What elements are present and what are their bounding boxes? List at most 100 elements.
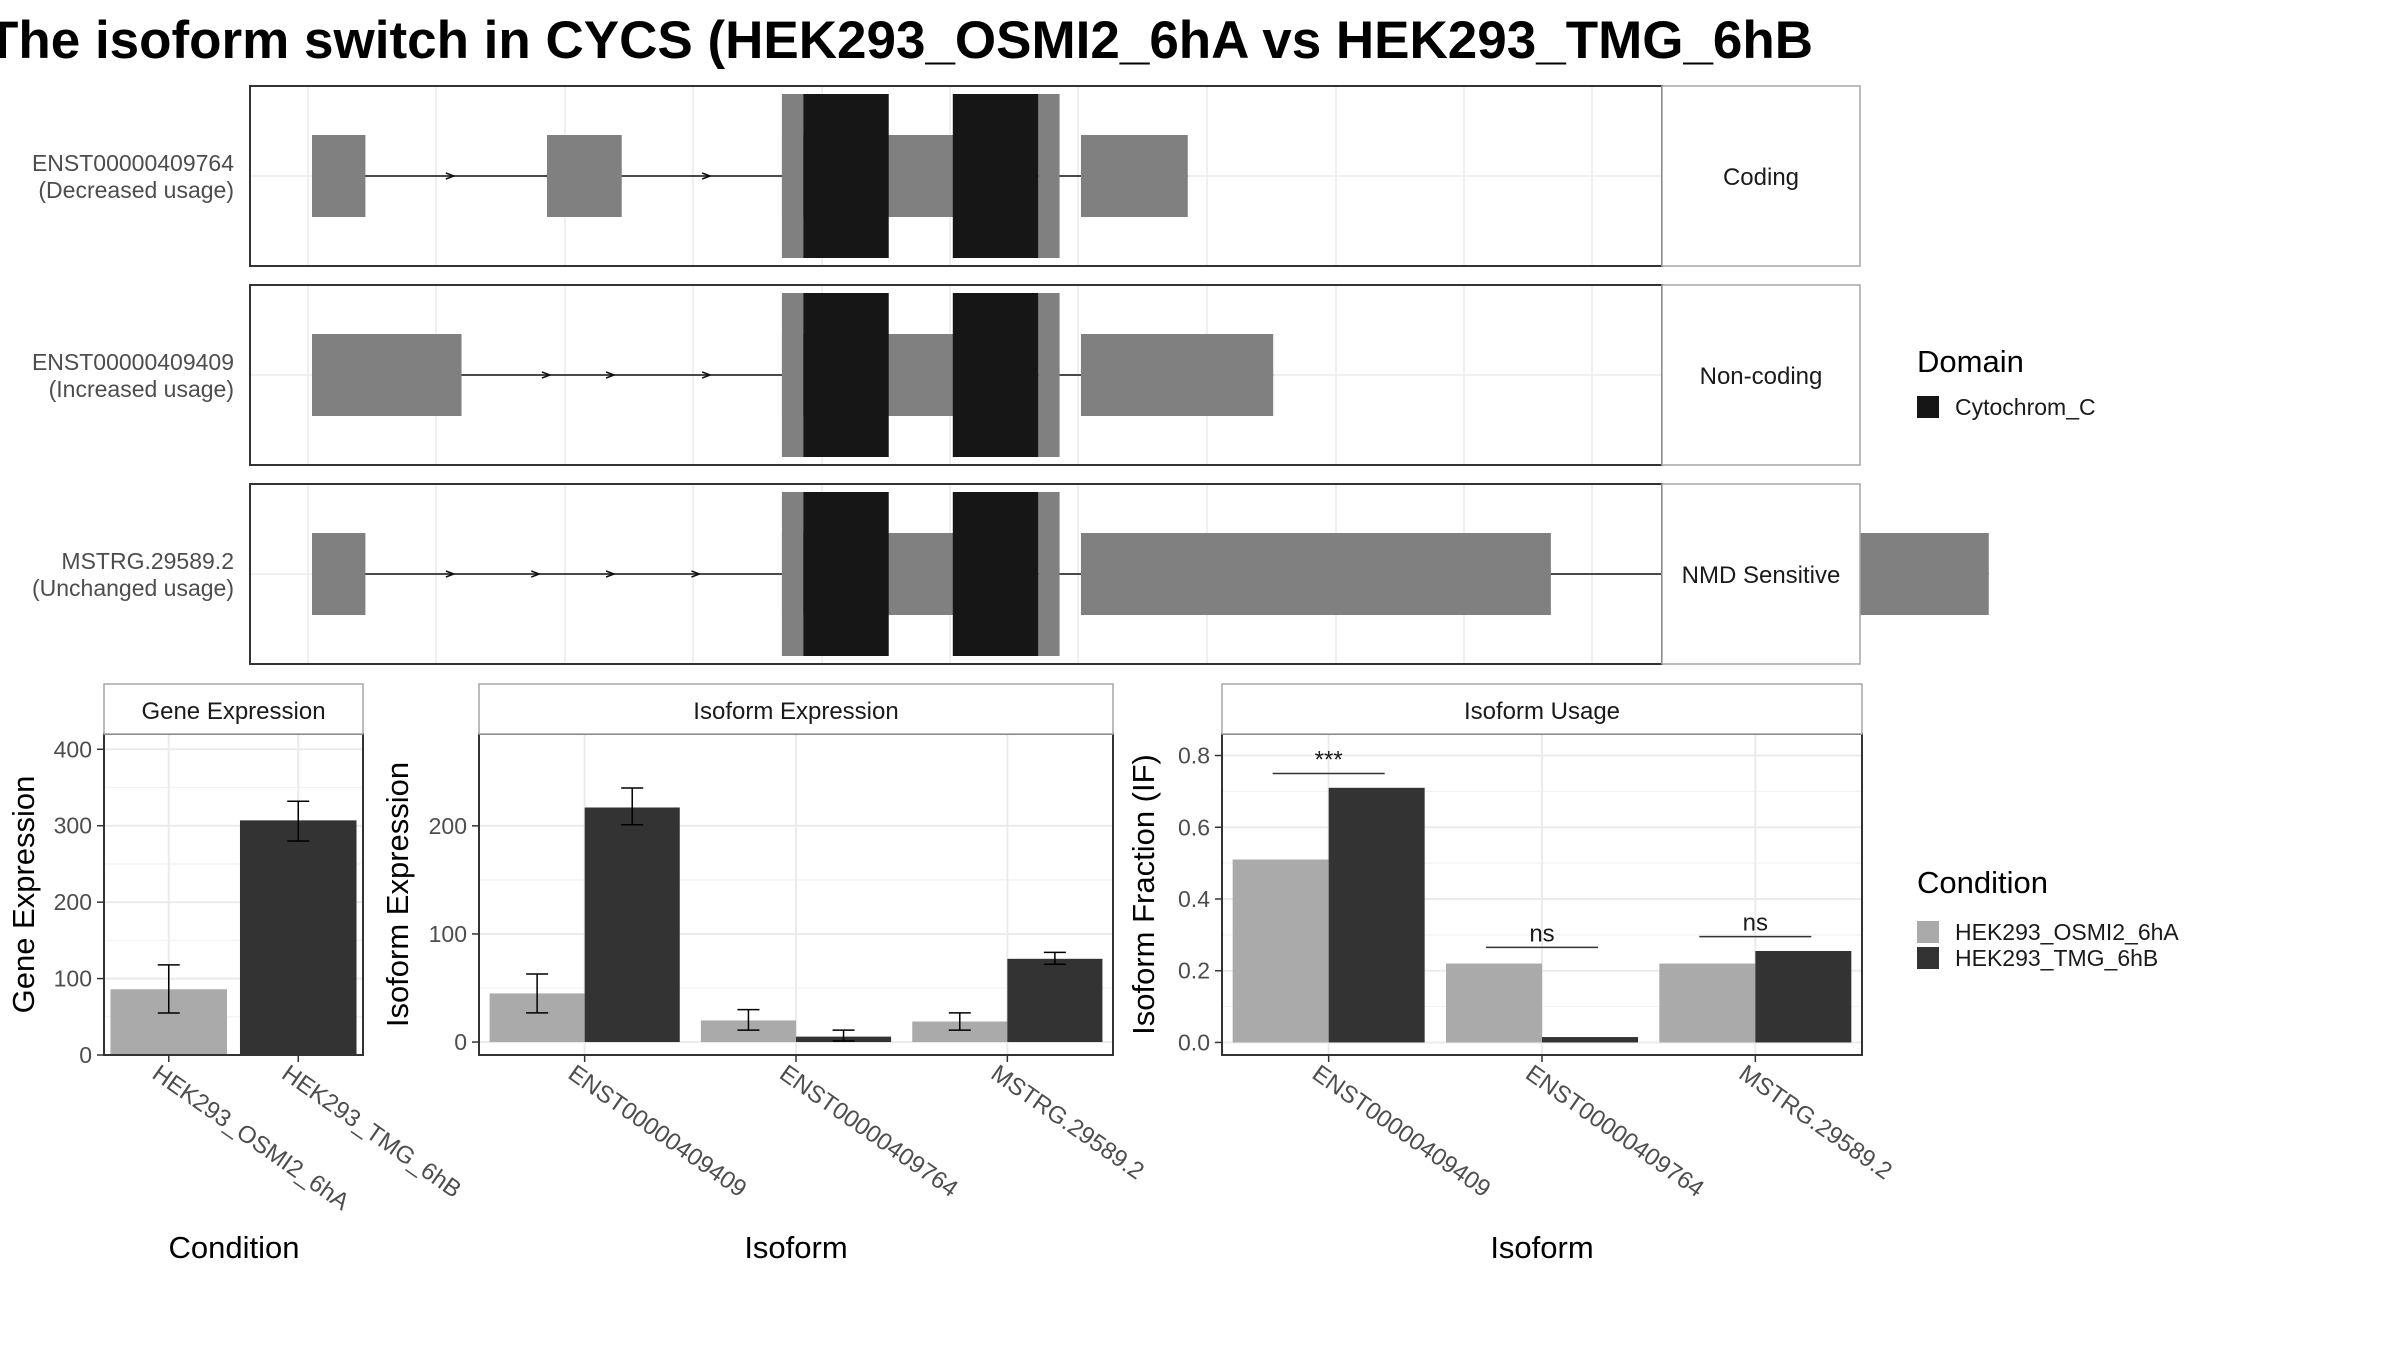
exon-block xyxy=(546,135,622,217)
transcript-class-strip xyxy=(1661,483,1861,665)
transcript-row: NMD Sensitive MSTRG.29589.2(Unchanged usa… xyxy=(32,483,1989,665)
error-bar xyxy=(737,1008,760,1031)
bar xyxy=(239,820,357,1055)
y-axis-title: Isoform Expression xyxy=(380,762,415,1027)
exon-block xyxy=(312,135,366,217)
transcript-structure-panel: Coding ENST00000409764(Decreased usage) No… xyxy=(32,85,1989,665)
legend-swatch-condition xyxy=(1917,947,1939,969)
transcript-class-strip xyxy=(1661,284,1861,466)
transcript-id-label: ENST00000409409 xyxy=(32,349,234,375)
bar xyxy=(1232,859,1329,1043)
y-tick-label: 0 xyxy=(79,1042,92,1068)
intron-direction-arrow xyxy=(445,172,456,180)
y-tick-label: 100 xyxy=(54,966,92,992)
domain-block xyxy=(952,492,1039,656)
bar xyxy=(1659,963,1756,1043)
panel-strip xyxy=(103,683,364,735)
domain-block xyxy=(952,94,1039,258)
panel-strip xyxy=(1221,683,1863,735)
x-tick-label: ENST00000409764 xyxy=(1521,1060,1709,1203)
domain-legend-title: Domain xyxy=(1917,344,2024,379)
panel-strip-title: Isoform Expression xyxy=(693,698,898,725)
transcript-usage-label: (Decreased usage) xyxy=(38,177,234,203)
intron-direction-arrow xyxy=(605,570,617,578)
y-tick-label: 0 xyxy=(454,1029,467,1055)
transcript-row: Non-coding ENST00000409409(Increased usag… xyxy=(32,284,1861,466)
bar xyxy=(1755,950,1852,1043)
exon-block xyxy=(1080,533,1551,615)
transcript-class-label: NMD Sensitive xyxy=(1682,562,1841,589)
x-tick-label: MSTRG.29589.2 xyxy=(986,1060,1149,1185)
exon-block xyxy=(1080,334,1274,416)
error-bar xyxy=(526,973,549,1014)
error-bar xyxy=(1043,951,1066,965)
y-tick-label: 0.2 xyxy=(1178,958,1210,984)
x-axis-title: Condition xyxy=(169,1230,300,1265)
x-tick-label: MSTRG.29589.2 xyxy=(1734,1060,1897,1185)
legend-label-domain: Cytochrom_C xyxy=(1955,394,2096,420)
cds-block xyxy=(781,492,804,656)
significance-label: *** xyxy=(1315,746,1343,773)
transcript-id-label: ENST00000409764 xyxy=(32,150,234,176)
transcript-class-strip xyxy=(1661,85,1861,267)
figure-title: The isoform switch in CYCS (HEK293_OSMI2… xyxy=(0,11,1813,70)
intron-direction-arrow xyxy=(701,172,713,180)
panel-strip xyxy=(478,683,1114,735)
cds-block xyxy=(1038,293,1060,457)
intron-direction-arrow xyxy=(531,570,542,578)
cds-block xyxy=(781,293,804,457)
legend-swatch-domain xyxy=(1917,396,1939,418)
cds-block xyxy=(1038,94,1060,258)
x-tick-label: ENST00000409409 xyxy=(1307,1060,1495,1203)
domain-block xyxy=(803,492,889,656)
x-tick-label: ENST00000409409 xyxy=(563,1060,751,1203)
bar-chart-panel: Isoform Expression 0 100 200 Isoform Express… xyxy=(380,683,1149,1265)
intron-direction-arrow xyxy=(691,570,702,578)
domain-block xyxy=(803,293,889,457)
bar xyxy=(584,807,680,1043)
significance-label: ns xyxy=(1529,920,1554,947)
bar xyxy=(1328,787,1425,1043)
transcript-class-label: Coding xyxy=(1723,164,1799,191)
y-axis-title: Isoform Fraction (IF) xyxy=(1126,754,1161,1035)
exon-block xyxy=(312,533,366,615)
panel-strip-title: Isoform Usage xyxy=(1464,698,1620,725)
y-tick-label: 0.4 xyxy=(1178,886,1210,912)
y-tick-label: 200 xyxy=(54,889,92,915)
bar xyxy=(1542,1037,1638,1043)
y-tick-label: 0.8 xyxy=(1178,743,1210,769)
legend-swatch-condition xyxy=(1917,921,1939,943)
x-axis-title: Isoform xyxy=(1490,1230,1593,1265)
cds-block xyxy=(1038,492,1060,656)
significance-label: ns xyxy=(1743,910,1768,937)
bar xyxy=(700,1020,796,1043)
transcript-usage-label: (Increased usage) xyxy=(49,376,234,402)
y-tick-label: 400 xyxy=(54,736,92,762)
y-tick-label: 0.0 xyxy=(1178,1029,1210,1055)
error-bar xyxy=(287,800,310,842)
bar xyxy=(1007,958,1103,1043)
intron-direction-arrow xyxy=(701,371,713,379)
transcript-usage-label: (Unchanged usage) xyxy=(32,575,234,601)
intron-direction-arrow xyxy=(541,371,553,379)
y-axis-title: Gene Expression xyxy=(6,776,41,1014)
intron-direction-arrow xyxy=(605,371,617,379)
cds-block xyxy=(781,94,804,258)
condition-legend-title: Condition xyxy=(1917,865,2048,900)
error-bar xyxy=(157,964,180,1014)
exon-block xyxy=(1080,135,1188,217)
bar xyxy=(912,1021,1008,1043)
legend-label-condition: HEK293_OSMI2_6hA xyxy=(1955,919,2179,945)
y-tick-label: 300 xyxy=(54,813,92,839)
x-tick-label: ENST00000409764 xyxy=(775,1060,963,1203)
y-tick-label: 0.6 xyxy=(1178,814,1210,840)
domain-legend: Domain Cytochrom_C xyxy=(1917,344,2096,420)
error-bar xyxy=(621,787,644,826)
error-bar xyxy=(948,1012,971,1031)
bar-chart-panel: *** ns ns Isoform Usage 0.0 0.2 0.4 0.6 0.8 Isofo… xyxy=(1126,683,1897,1265)
panel-strip-title: Gene Expression xyxy=(141,698,325,725)
exon-block xyxy=(312,334,462,416)
